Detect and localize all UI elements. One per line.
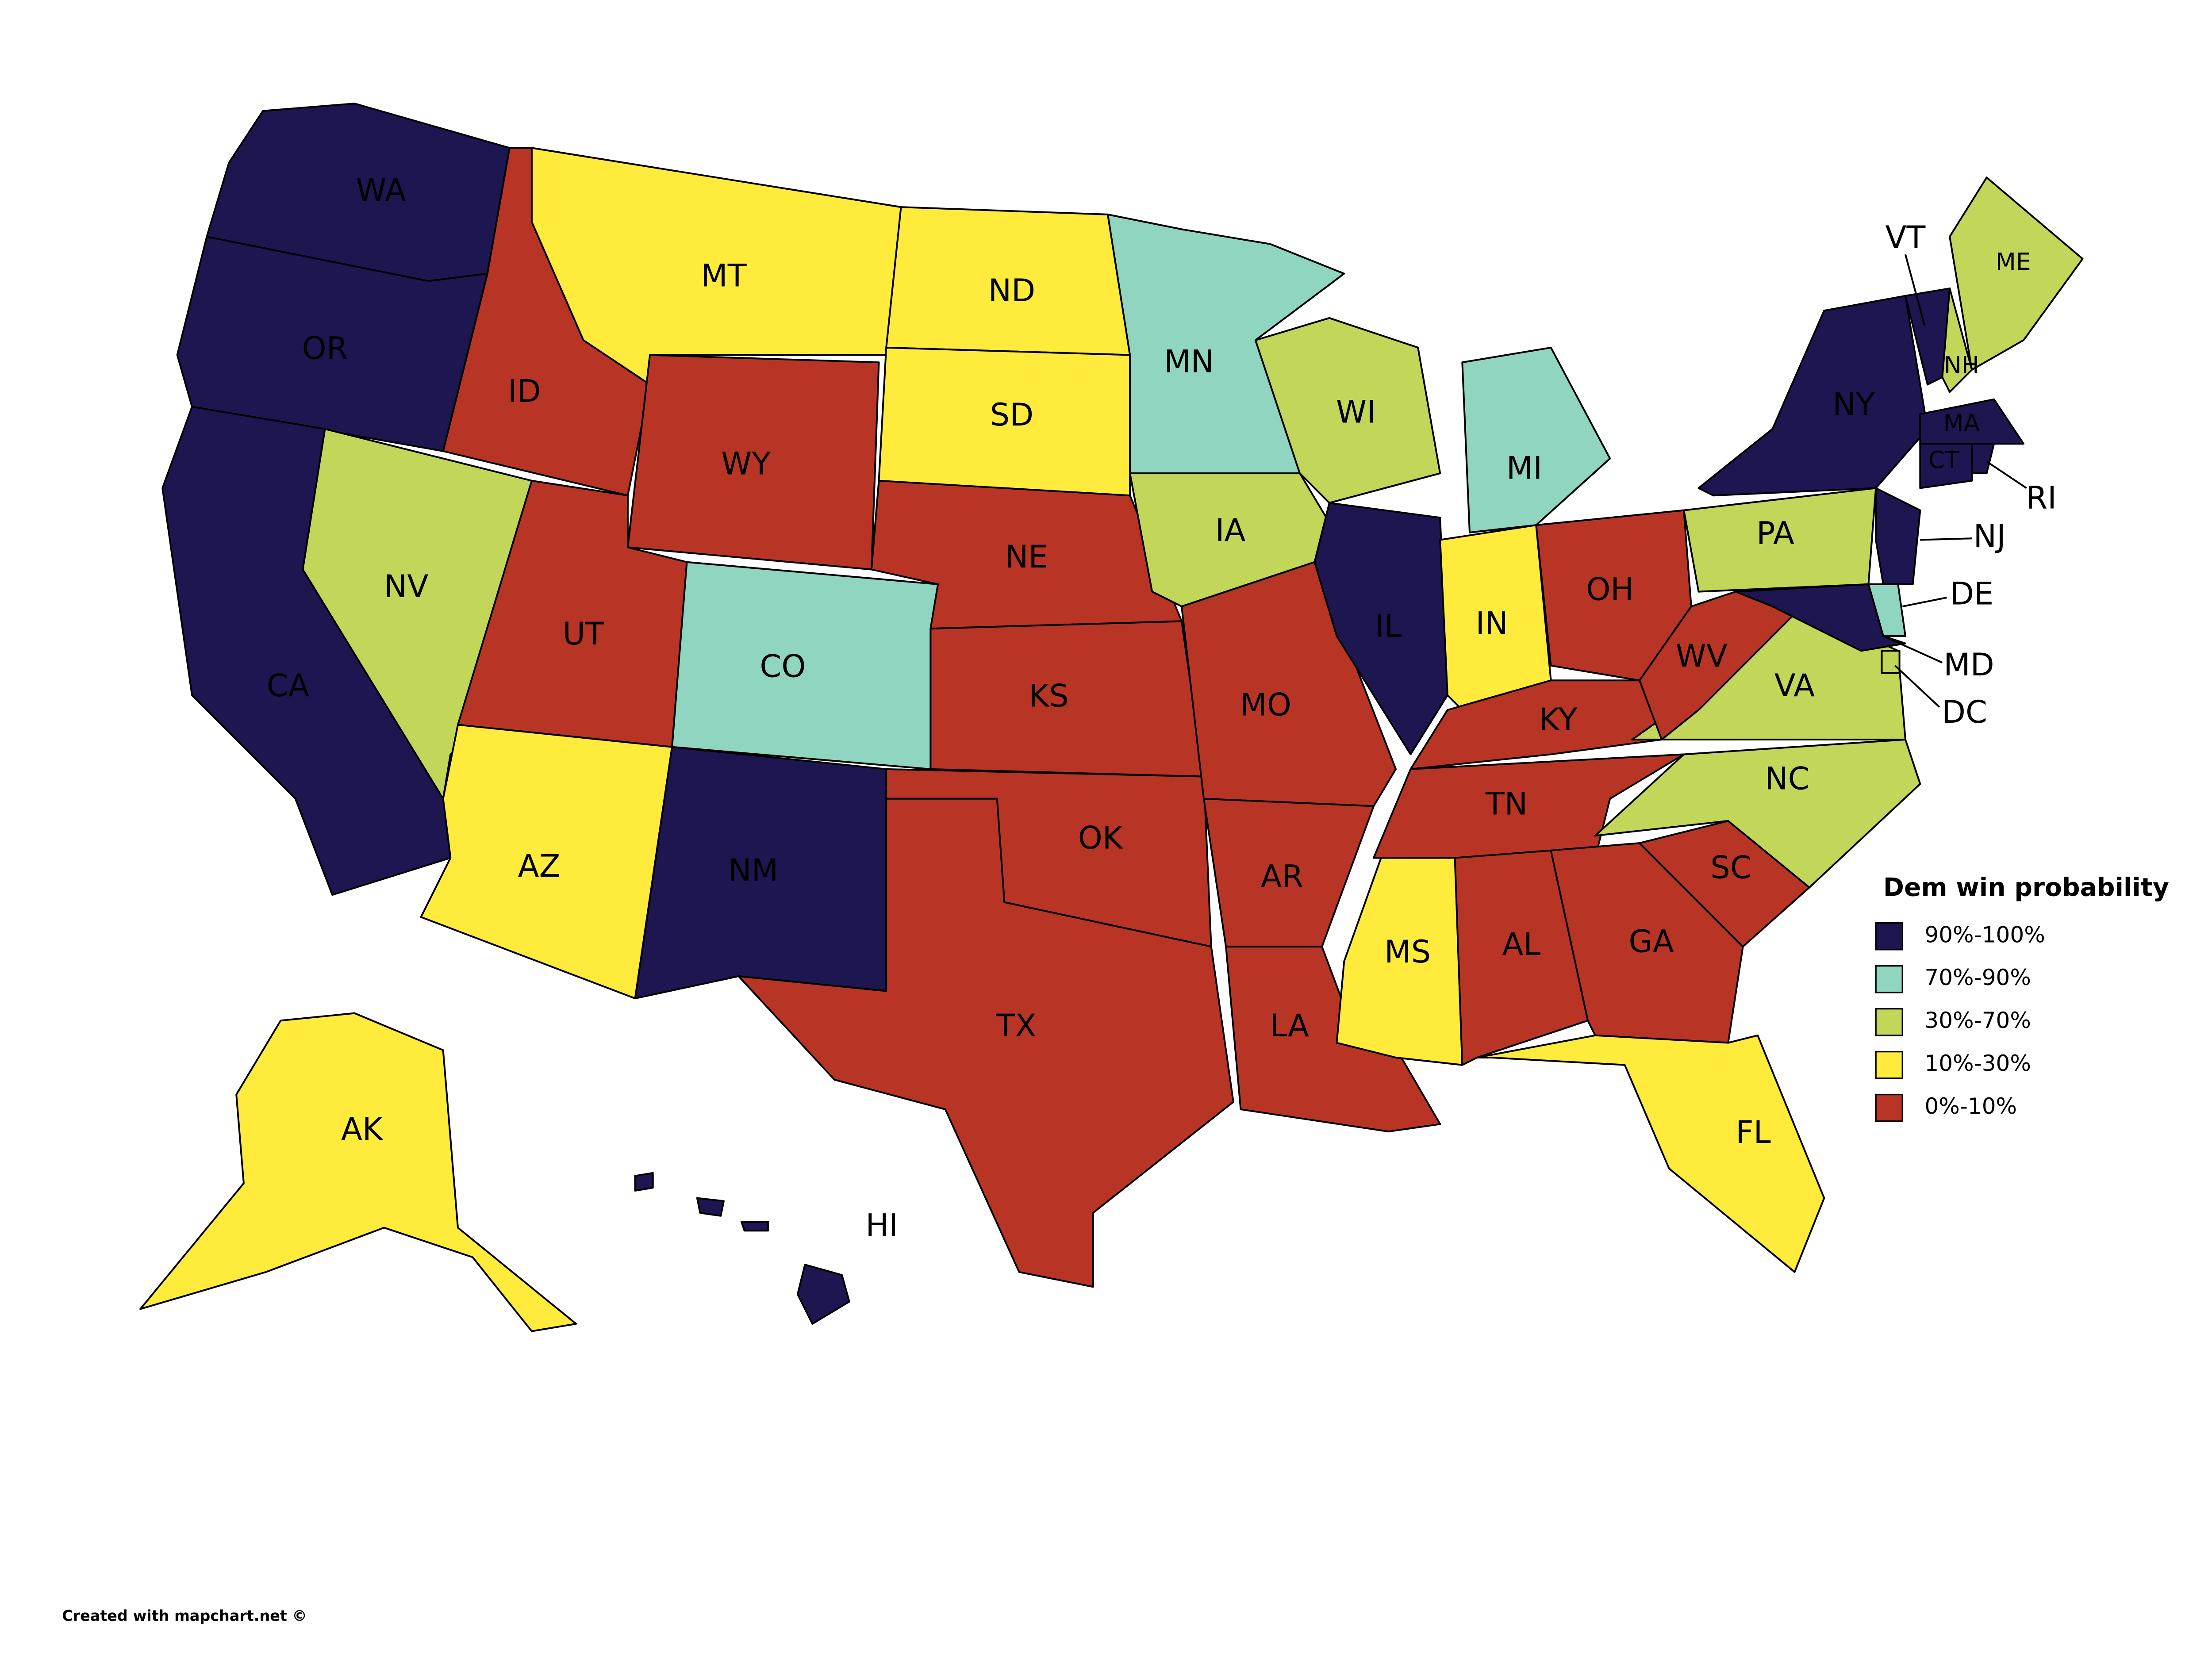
legend: 90%-100% 70%-90% 30%-70% 10%-30% 0%-10%	[1875, 921, 2045, 1122]
state-label: MA	[1943, 409, 1980, 437]
state	[1881, 650, 1901, 674]
state-label: TX	[996, 1008, 1037, 1044]
state	[1697, 295, 1929, 497]
state-label: OR	[302, 330, 348, 367]
state-label: IL	[1375, 608, 1402, 644]
state-label: MI	[1506, 450, 1542, 486]
leader-line	[1883, 635, 1943, 663]
state-label: PA	[1756, 515, 1794, 552]
state-label: NH	[1944, 351, 1979, 379]
state-label: AK	[341, 1111, 384, 1147]
state	[1476, 1034, 1825, 1273]
state	[696, 1197, 725, 1217]
state-label: OH	[1586, 571, 1634, 608]
state-label: VA	[1774, 667, 1815, 704]
leader-line	[1986, 460, 2027, 489]
state-label: FL	[1736, 1114, 1770, 1150]
state-label: VT	[1886, 219, 1926, 256]
state	[1941, 288, 1973, 393]
state-label: ND	[988, 272, 1035, 309]
state-label: CO	[760, 648, 806, 684]
state-label: KS	[1029, 678, 1068, 714]
legend-swatch	[1875, 1051, 1903, 1079]
leader-line	[1920, 537, 1972, 541]
state-label: MN	[1164, 344, 1214, 380]
state-label: KY	[1539, 702, 1577, 738]
state-label: WV	[1676, 638, 1728, 674]
state	[1971, 443, 1995, 475]
state	[139, 1012, 577, 1332]
state-label: GA	[1629, 923, 1674, 959]
state-label: RI	[2026, 479, 2056, 516]
state	[634, 1172, 654, 1192]
state-label: MO	[1240, 686, 1291, 723]
state	[796, 1264, 850, 1325]
state-label: IA	[1215, 512, 1246, 548]
state	[1919, 443, 1973, 489]
state-labels: WA OR CA NV ID MT WY UT CO AZ NM ND SD NE KS OK TX MN IA MO…	[267, 172, 2057, 1244]
state-label: NV	[384, 568, 428, 605]
state-label: TN	[1485, 786, 1528, 822]
state	[1461, 346, 1611, 533]
state-label: NM	[728, 852, 778, 889]
leader-line	[1902, 597, 1947, 608]
state	[1949, 176, 2084, 371]
state	[1919, 398, 2025, 445]
state-label: MD	[1943, 647, 1994, 683]
state-label: SC	[1710, 849, 1751, 886]
state-label: DE	[1950, 576, 1993, 612]
legend-title: Dem win probability	[1883, 873, 2169, 902]
state-label: NY	[1832, 387, 1874, 423]
state-label: HI	[866, 1208, 898, 1244]
state-label: ID	[508, 373, 541, 409]
state	[1254, 317, 1441, 504]
legend-swatch	[1875, 965, 1903, 993]
state-label: IN	[1476, 606, 1508, 642]
legend-label: 30%-70%	[1924, 1007, 2031, 1033]
state-label: NE	[1005, 539, 1048, 575]
state-label: AZ	[518, 848, 561, 884]
legend-label: 70%-90%	[1924, 964, 2031, 990]
state-label: CT	[1928, 446, 1959, 474]
state	[1454, 849, 1589, 1066]
state	[741, 1221, 769, 1232]
state-label: AR	[1261, 858, 1304, 894]
state-label: WY	[721, 445, 771, 482]
state-label: NC	[1765, 761, 1809, 797]
legend-label: 10%-30%	[1924, 1050, 2031, 1076]
state-label: LA	[1270, 1008, 1309, 1044]
state	[1225, 946, 1441, 1133]
legend-swatch	[1875, 1008, 1903, 1036]
footer: Created with mapchart.net ©	[62, 1607, 307, 1624]
legend-label: 90%-100%	[1924, 921, 2045, 947]
state-label: WI	[1336, 394, 1376, 430]
state-label: OK	[1078, 820, 1124, 856]
state	[1734, 583, 1906, 652]
state	[1875, 487, 1921, 585]
states	[139, 103, 2084, 1332]
legend-swatch	[1875, 1093, 1903, 1122]
state	[1638, 590, 1803, 741]
state-label: NJ	[1974, 518, 2006, 554]
state	[737, 797, 1234, 1288]
legend-label: 0%-10%	[1924, 1093, 2017, 1119]
state-label: AL	[1502, 926, 1540, 962]
legend-swatch	[1875, 922, 1903, 951]
state	[1313, 502, 1448, 755]
leader-line	[1905, 254, 1926, 326]
state-label: ME	[1996, 248, 2031, 276]
state-label: DC	[1942, 694, 1987, 730]
state-label: MT	[701, 258, 747, 294]
state-label: WA	[356, 172, 406, 208]
state-label: UT	[563, 616, 605, 652]
state	[1594, 738, 1921, 889]
leader-line	[1894, 665, 1940, 708]
state-label: CA	[267, 667, 310, 704]
state-label: MS	[1384, 934, 1431, 970]
state-label: SD	[990, 397, 1033, 433]
